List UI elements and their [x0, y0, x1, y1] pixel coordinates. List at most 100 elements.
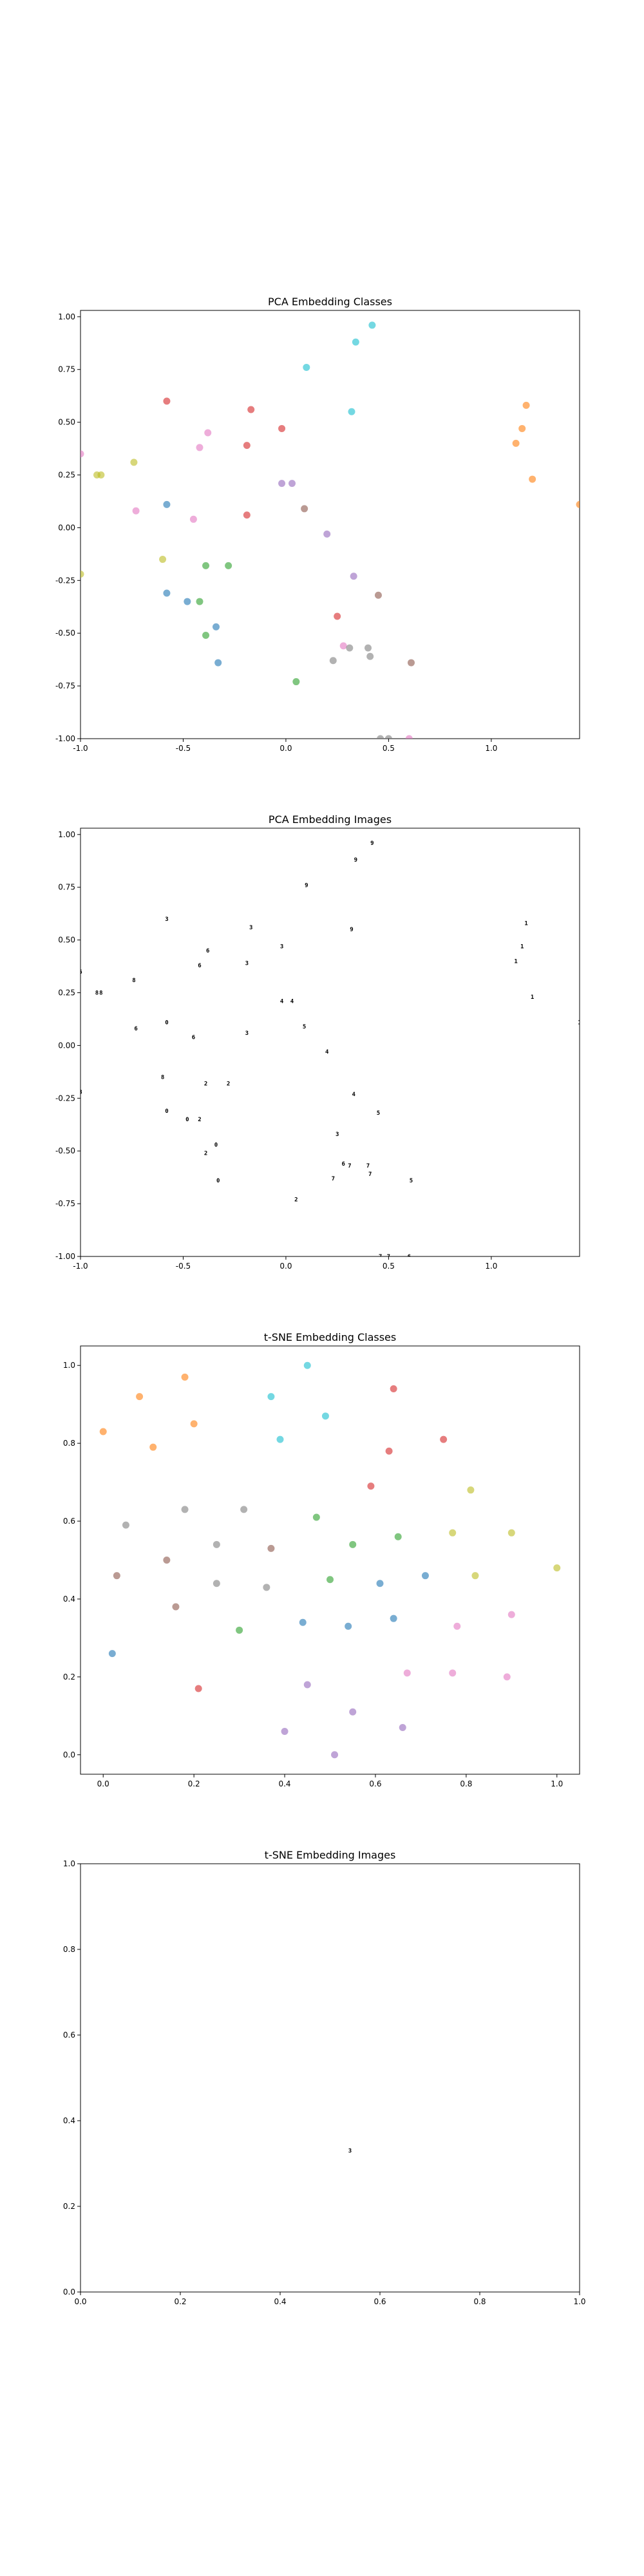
image-thumbnail-glyph: 6	[206, 948, 209, 954]
image-thumbnail-glyph: 8	[132, 978, 135, 984]
y-tick-label: -0.25	[55, 1094, 75, 1103]
axes-frame	[80, 1345, 580, 1775]
scatter-point	[553, 1564, 561, 1572]
scatter-point	[376, 1580, 384, 1587]
image-thumbnail-glyph: 3	[348, 2148, 352, 2155]
scatter-point	[292, 678, 300, 686]
scatter-point	[196, 444, 204, 451]
x-tick-label: 0.0	[279, 744, 292, 753]
pca-classes-title: PCA Embedding Classes	[268, 296, 392, 308]
x-tick-label: 0.8	[473, 2297, 486, 2306]
x-tick-label: 0.5	[383, 1262, 395, 1271]
scatter-point	[267, 1393, 275, 1401]
scatter-point	[529, 475, 536, 483]
y-tick-label: 0.6	[63, 2031, 75, 2040]
scatter-point	[349, 1708, 357, 1716]
x-tick-label: 0.0	[279, 1262, 292, 1271]
pca-images-plot-area: -1.0 -0.5 0.0 0.5 1.0 -1.00 -0.75 -0.50 -0.25 0.0…	[55, 828, 580, 1271]
image-thumbnail-glyph: 6	[192, 1034, 195, 1041]
x-tick-label: 0.0	[74, 2297, 86, 2306]
image-thumbnail-glyph: 4	[325, 1049, 329, 1056]
scatter-point	[122, 1521, 129, 1529]
x-tick-label: 0.6	[374, 2297, 386, 2306]
image-thumbnail-glyph: 7	[332, 1176, 335, 1182]
scatter-point	[334, 612, 341, 620]
scatter-point	[471, 1572, 479, 1580]
x-tick-label: -0.5	[176, 744, 191, 753]
tsne-classes-panel: t-SNE Embedding Classes 0.0 0.2 0.4 0.6 0.8 1…	[63, 1331, 580, 1788]
scatter-point	[243, 511, 251, 519]
scatter-point	[172, 1603, 180, 1611]
image-thumbnail-glyph: 7	[368, 1171, 372, 1178]
scatter-point	[512, 439, 520, 447]
scatter-layer: 0000011111222223333334444555666666677777…	[79, 840, 580, 1260]
y-tick-label: 0.2	[63, 2202, 75, 2211]
y-tick-label: 0.25	[58, 471, 75, 480]
scatter-point	[312, 1513, 320, 1521]
image-thumbnail-glyph: 6	[79, 969, 82, 976]
scatter-point	[321, 1412, 329, 1420]
scatter-point	[323, 530, 331, 538]
image-thumbnail-glyph: 3	[165, 916, 168, 923]
scatter-point	[149, 1443, 157, 1451]
scatter-point	[367, 1482, 375, 1490]
y-tick-label: 0.50	[58, 936, 75, 945]
y-tick-label: -1.00	[55, 734, 75, 743]
y-tick-label: 1.0	[63, 1859, 75, 1868]
scatter-point	[213, 1540, 220, 1548]
y-tick-label: 1.00	[58, 830, 75, 839]
scatter-point	[213, 1580, 220, 1587]
x-tick-label: -0.5	[176, 1262, 191, 1271]
scatter-point	[503, 1673, 511, 1681]
pca-images-title: PCA Embedding Images	[269, 813, 392, 826]
y-tick-label: 0.8	[63, 1945, 75, 1954]
image-thumbnail-glyph: 5	[410, 1178, 413, 1184]
y-tick-label: 0.0	[63, 2287, 75, 2297]
scatter-point	[407, 659, 415, 667]
image-thumbnail-glyph: 2	[204, 1081, 207, 1087]
scatter-point	[368, 321, 376, 329]
image-thumbnail-glyph: 2	[227, 1081, 230, 1087]
image-thumbnail-glyph: 6	[408, 1254, 411, 1260]
scatter-point	[214, 659, 222, 667]
image-thumbnail-glyph: 3	[280, 943, 283, 950]
image-thumbnail-glyph: 8	[95, 990, 99, 997]
image-thumbnail-glyph: 2	[204, 1150, 207, 1157]
y-tick-label: -0.75	[55, 1199, 75, 1208]
scatter-point	[196, 598, 204, 605]
image-thumbnail-glyph: 3	[245, 1030, 249, 1037]
scatter-point	[240, 1506, 248, 1513]
y-tick-label: 0.25	[58, 989, 75, 998]
y-tick-label: -0.75	[55, 681, 75, 690]
scatter-point	[507, 1611, 515, 1618]
scatter-point	[449, 1529, 457, 1537]
scatter-point	[449, 1669, 457, 1677]
image-thumbnail-glyph: 0	[165, 1108, 168, 1115]
image-thumbnail-glyph: 7	[379, 1254, 382, 1260]
scatter-point	[390, 1385, 397, 1392]
scatter-point	[301, 505, 308, 513]
y-tick-label: 1.0	[63, 1361, 75, 1370]
x-tick-label: 0.2	[188, 1779, 200, 1788]
scatter-point	[327, 1576, 334, 1584]
y-tick-label: 1.00	[58, 312, 75, 321]
x-tick-label: -1.0	[73, 1262, 88, 1271]
scatter-point	[453, 1622, 461, 1630]
scatter-point	[299, 1618, 307, 1626]
image-thumbnail-glyph: 4	[280, 999, 284, 1005]
tsne-classes-title: t-SNE Embedding Classes	[264, 1331, 396, 1343]
y-tick-label: 0.75	[58, 883, 75, 892]
image-thumbnail-glyph: 9	[370, 840, 374, 847]
scatter-point	[97, 471, 105, 479]
scatter-point	[132, 507, 140, 515]
image-thumbnail-glyph: 0	[216, 1178, 220, 1184]
scatter-point	[80, 570, 84, 578]
scatter-point	[163, 1557, 171, 1564]
y-tick-label: -0.50	[55, 1146, 75, 1155]
scatter-point	[190, 1420, 198, 1428]
y-tick-label: 0.00	[58, 523, 75, 532]
scatter-point	[181, 1506, 189, 1513]
scatter-point	[181, 1373, 189, 1381]
